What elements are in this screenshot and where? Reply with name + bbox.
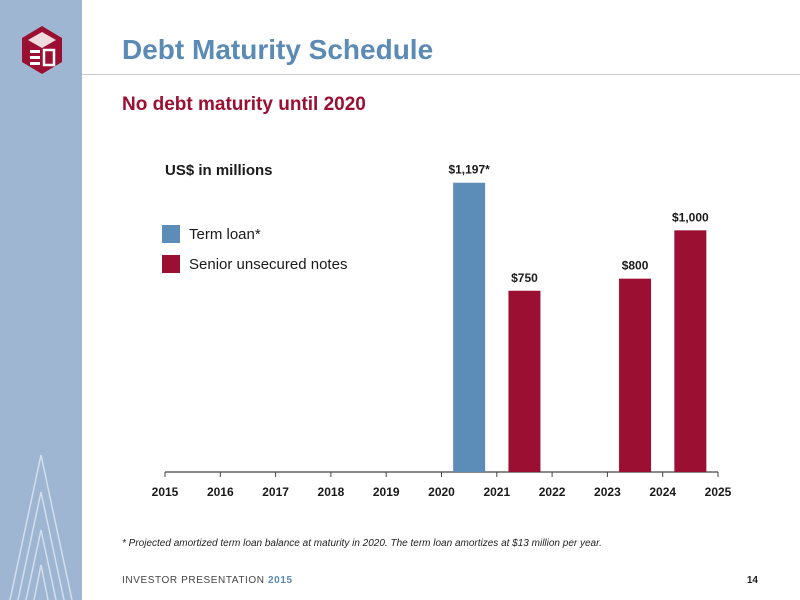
- legend-item-senior-notes: Senior unsecured notes: [162, 252, 347, 276]
- chart-legend: Term loan* Senior unsecured notes: [162, 222, 347, 282]
- legend-item-term-loan: Term loan*: [162, 222, 347, 246]
- bar-senior-notes: [508, 290, 541, 472]
- x-tick-label: 2022: [539, 485, 566, 499]
- footer: INVESTOR PRESENTATION 2015: [122, 575, 293, 586]
- x-tick-label: 2024: [649, 485, 676, 499]
- x-tick-label: 2017: [262, 485, 289, 499]
- decorative-triangles: [9, 454, 73, 600]
- x-tick-label: 2025: [705, 485, 732, 499]
- legend-swatch-term-loan: [162, 225, 180, 243]
- units-label: US$ in millions: [165, 162, 273, 179]
- x-tick-label: 2015: [152, 485, 179, 499]
- page-subtitle: No debt maturity until 2020: [122, 94, 366, 115]
- x-tick-label: 2023: [594, 485, 621, 499]
- data-label: $800: [622, 259, 649, 273]
- x-tick-label: 2019: [373, 485, 400, 499]
- x-tick-label: 2018: [318, 485, 345, 499]
- legend-label-senior-notes: Senior unsecured notes: [189, 255, 348, 273]
- footnote: * Projected amortized term loan balance …: [122, 538, 602, 549]
- sidebar: [0, 0, 82, 600]
- title-divider: [82, 74, 800, 75]
- debt-maturity-chart: 2015 2016 2017 2018 2019 2020 2021 2022 2023 2024…: [152, 163, 732, 499]
- x-tick-label: 2016: [207, 485, 234, 499]
- footer-label: INVESTOR PRESENTATION: [122, 575, 265, 586]
- page-title: Debt Maturity Schedule: [122, 34, 434, 65]
- data-label: $750: [511, 271, 538, 285]
- data-label: $1,197*: [448, 163, 490, 177]
- footer-year: 2015: [268, 575, 293, 586]
- bar-term-loan: [453, 182, 486, 472]
- data-label: $1,000: [672, 210, 709, 224]
- x-tick-label: 2021: [483, 485, 510, 499]
- company-logo-icon: [22, 26, 62, 74]
- bar-senior-notes: [674, 230, 707, 472]
- bar-senior-notes: [619, 278, 652, 472]
- page-number: 14: [746, 575, 758, 586]
- legend-label-term-loan: Term loan*: [189, 225, 261, 243]
- x-tick-label: 2020: [428, 485, 455, 499]
- legend-swatch-senior-notes: [162, 255, 180, 273]
